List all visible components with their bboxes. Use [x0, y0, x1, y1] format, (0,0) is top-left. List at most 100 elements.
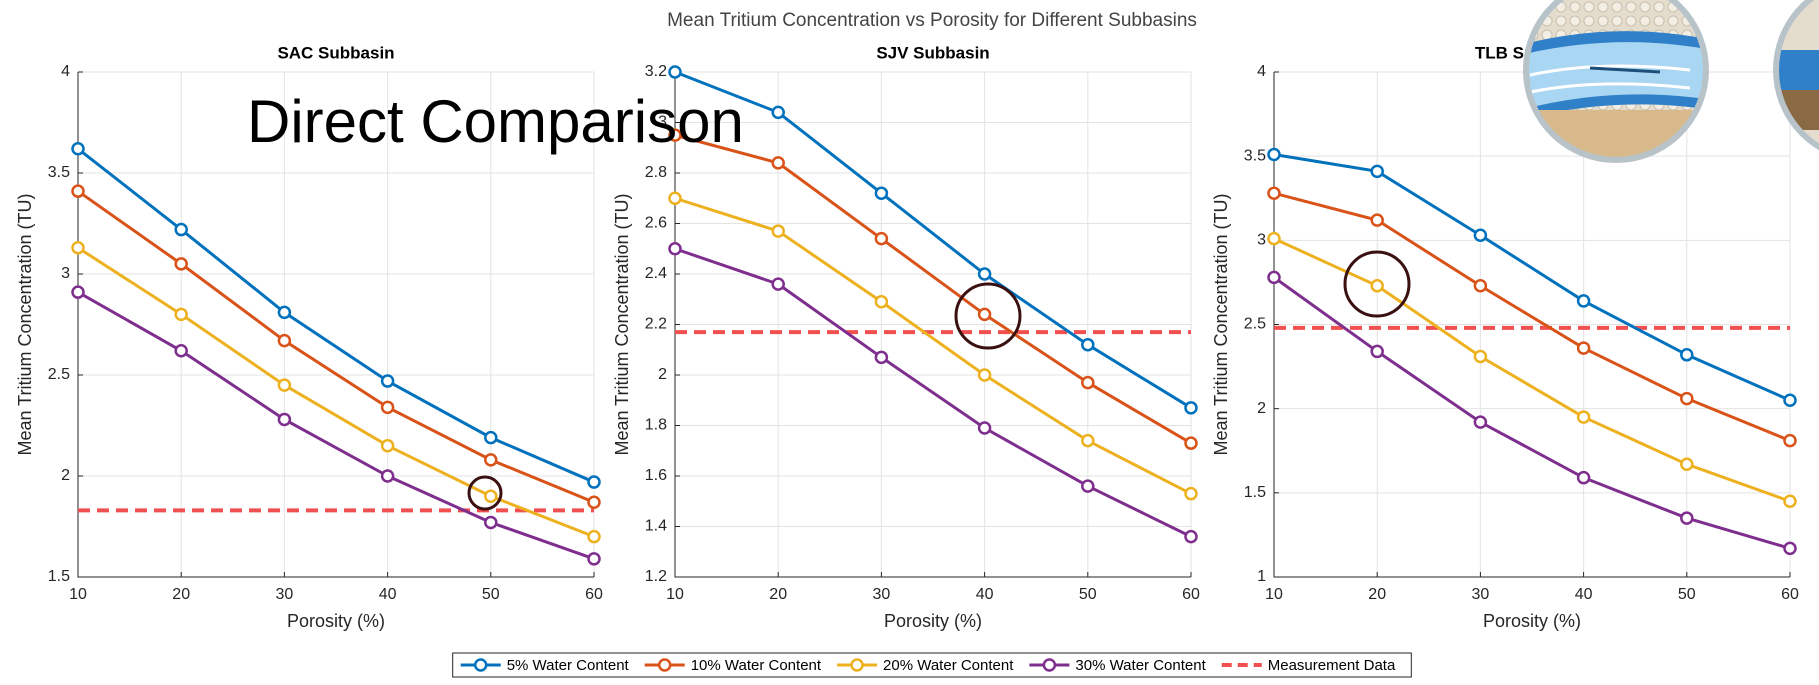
y-tick-label: 4	[1257, 63, 1266, 80]
data-point	[277, 378, 292, 392]
data-point	[277, 412, 292, 427]
data-point	[874, 186, 889, 200]
y-tick-label: 1.5	[1244, 484, 1266, 501]
y-tick-label: 2.8	[645, 164, 667, 181]
data-point	[1184, 486, 1198, 501]
data-point	[587, 495, 601, 510]
x-tick-label: 50	[1079, 586, 1097, 603]
data-point	[771, 277, 785, 291]
figure-title: Mean Tritium Concentration vs Porosity f…	[667, 10, 1197, 31]
legend-label: Measurement Data	[1268, 657, 1396, 674]
x-tick-label: 50	[482, 586, 500, 603]
data-point	[1576, 410, 1591, 424]
axes-box	[674, 72, 1191, 578]
data-point	[977, 368, 992, 382]
highlight-circle	[954, 282, 1022, 350]
data-point	[1267, 231, 1281, 246]
data-point	[1184, 529, 1198, 544]
y-tick-label: 4	[61, 63, 70, 80]
data-point	[771, 156, 785, 170]
series-line	[77, 290, 595, 561]
y-tick-label: 2.4	[645, 265, 667, 282]
x-tick-label: 20	[1368, 586, 1386, 603]
data-point	[277, 305, 292, 320]
data-point	[587, 475, 601, 489]
data-point	[277, 333, 292, 348]
data-point	[1370, 344, 1384, 359]
series-line	[674, 133, 1192, 445]
data-point	[1267, 270, 1281, 285]
x-tick-label: 40	[1575, 586, 1593, 603]
data-point	[1081, 375, 1095, 390]
soil-illustration-frame	[1523, 0, 1709, 163]
data-point	[1081, 433, 1095, 448]
legend-label: 5% Water Content	[507, 657, 630, 674]
subplot-title: SJV Subbasin	[876, 43, 989, 62]
data-point	[977, 421, 992, 435]
x-tick-label: 40	[379, 586, 397, 603]
x-axis-label: Porosity (%)	[1483, 611, 1581, 631]
data-point	[587, 552, 601, 566]
x-tick-label: 30	[873, 586, 891, 603]
y-tick-label: 2.5	[1244, 316, 1266, 333]
y-axis-label: Mean Tritium Concentration (TU)	[15, 193, 35, 455]
data-point	[1473, 279, 1488, 293]
legend-box	[452, 652, 1412, 678]
data-point	[668, 191, 682, 205]
y-tick-label: 2.5	[48, 366, 70, 383]
data-point	[874, 350, 889, 365]
data-point	[380, 400, 395, 415]
subplot-title: SAC Subbasin	[277, 43, 394, 62]
x-tick-label: 10	[69, 586, 87, 603]
data-point	[1783, 494, 1797, 508]
y-tick-label: 3.5	[1244, 147, 1266, 164]
annotation-text: Direct Comparison	[247, 88, 744, 155]
subplot: 1.2 1.4 1.6 1.8 2 2.2 2.4 2.6 2.8 3 3.2 10 20 30 40 50 6…	[612, 43, 1200, 630]
data-point	[668, 65, 682, 79]
legend-label: 10% Water Content	[691, 657, 822, 674]
data-point	[174, 222, 188, 237]
data-point	[174, 344, 188, 358]
y-tick-label: 3	[658, 114, 667, 131]
x-tick-label: 60	[585, 586, 603, 603]
series-line	[674, 70, 1192, 410]
y-tick-label: 1.2	[645, 568, 667, 585]
data-point	[668, 242, 682, 256]
series-line	[1273, 237, 1791, 503]
y-tick-label: 3.2	[645, 63, 667, 80]
data-point	[1370, 213, 1384, 227]
data-point	[1783, 393, 1797, 407]
data-point	[484, 453, 498, 467]
plots: 1.5 2 2.5 3 3.5 4 10 20 30 40 50 60 SAC Subbasin Poro…	[15, 43, 1799, 630]
data-point	[1680, 391, 1694, 406]
data-point	[71, 184, 85, 198]
data-point	[668, 128, 682, 142]
data-point	[174, 257, 188, 271]
series-line	[1273, 191, 1791, 443]
series-line	[77, 147, 595, 484]
data-point	[1267, 147, 1281, 162]
data-point	[1473, 415, 1488, 429]
y-tick-label: 2	[658, 366, 667, 383]
data-point	[1081, 479, 1095, 493]
y-tick-label: 3.5	[48, 164, 70, 181]
x-tick-label: 30	[276, 586, 294, 603]
data-point	[1267, 186, 1281, 200]
data-point	[587, 529, 601, 544]
data-point	[1680, 511, 1694, 525]
legend: 5% Water Content 10% Water Content 20% Wat…	[452, 652, 1412, 678]
x-tick-label: 60	[1781, 586, 1799, 603]
legend-label: 20% Water Content	[883, 657, 1014, 674]
y-axis-label: Mean Tritium Concentration (TU)	[612, 193, 632, 455]
x-tick-label: 20	[769, 586, 787, 603]
data-point	[1473, 228, 1488, 243]
y-axis-label: Mean Tritium Concentration (TU)	[1211, 193, 1231, 455]
legend-label: 30% Water Content	[1075, 657, 1206, 674]
data-point	[71, 240, 85, 255]
y-tick-label: 3	[61, 265, 70, 282]
y-tick-label: 3	[1257, 232, 1266, 249]
data-point	[1184, 401, 1198, 415]
series-line	[674, 247, 1192, 538]
